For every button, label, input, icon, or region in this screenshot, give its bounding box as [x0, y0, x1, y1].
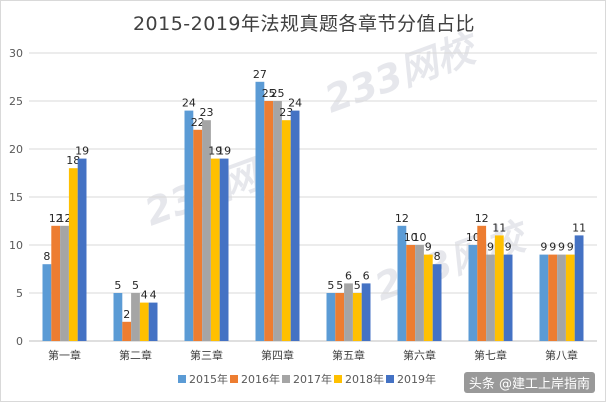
y-tick-label: 5 — [16, 287, 23, 300]
legend-swatch — [282, 375, 290, 383]
x-tick-label: 第一章 — [48, 348, 81, 362]
bar — [566, 255, 575, 341]
data-label: 19 — [217, 145, 231, 158]
data-label: 9 — [425, 241, 432, 254]
bar — [273, 101, 282, 341]
data-label: 25 — [271, 87, 285, 100]
credit-badge: 头条 @建工上岸指南 — [464, 372, 595, 393]
data-label: 6 — [345, 269, 352, 282]
legend-swatch — [334, 375, 342, 383]
bar — [256, 82, 265, 341]
data-label: 9 — [567, 241, 574, 254]
bar — [43, 264, 52, 341]
bar — [220, 159, 229, 341]
bar — [557, 255, 566, 341]
y-tick-label: 20 — [9, 143, 23, 156]
x-tick-label: 第四章 — [261, 348, 294, 362]
data-label: 24 — [288, 97, 302, 110]
y-tick-label: 0 — [16, 335, 23, 348]
bar — [540, 255, 549, 341]
data-label: 4 — [141, 289, 148, 302]
bar — [185, 111, 194, 341]
bar — [575, 235, 584, 341]
y-tick-label: 15 — [9, 191, 23, 204]
x-tick-label: 第五章 — [332, 348, 365, 362]
data-label: 24 — [182, 97, 196, 110]
bar — [140, 303, 149, 341]
bar — [149, 303, 158, 341]
bar — [60, 226, 69, 341]
data-label: 8 — [43, 250, 50, 263]
data-label: 9 — [558, 241, 565, 254]
bar — [193, 130, 202, 341]
data-label: 9 — [505, 241, 512, 254]
data-label: 19 — [75, 145, 89, 158]
data-label: 5 — [354, 279, 361, 292]
watermark-text: 233网校 — [319, 25, 486, 122]
legend-label: 2015年 — [189, 372, 228, 386]
data-label: 6 — [363, 269, 370, 282]
legend-label: 2018年 — [345, 372, 384, 386]
data-label: 4 — [150, 289, 157, 302]
data-label: 11 — [572, 221, 586, 234]
bar — [362, 283, 371, 341]
bar — [211, 159, 220, 341]
data-label: 9 — [540, 241, 547, 254]
bar — [122, 322, 131, 341]
x-tick-label: 第二章 — [119, 348, 152, 362]
data-label: 8 — [434, 250, 441, 263]
bar — [477, 226, 486, 341]
data-label: 12 — [475, 212, 489, 225]
data-label: 12 — [395, 212, 409, 225]
data-label: 9 — [487, 241, 494, 254]
bar — [114, 293, 123, 341]
data-label: 27 — [253, 68, 267, 81]
legend-label: 2017年 — [293, 372, 332, 386]
legend-label: 2019年 — [397, 372, 436, 386]
bar — [327, 293, 336, 341]
bar — [131, 293, 140, 341]
bar — [69, 168, 78, 341]
y-tick-label: 30 — [9, 47, 23, 60]
data-label: 2 — [123, 308, 130, 321]
bar — [291, 111, 300, 341]
data-label: 9 — [549, 241, 556, 254]
x-tick-label: 第六章 — [403, 348, 436, 362]
bar — [469, 245, 478, 341]
data-label: 5 — [114, 279, 121, 292]
legend-swatch — [230, 375, 238, 383]
bar — [406, 245, 415, 341]
bar — [424, 255, 433, 341]
data-label: 5 — [336, 279, 343, 292]
bar — [495, 235, 504, 341]
data-label: 23 — [200, 106, 214, 119]
bar — [78, 159, 87, 341]
data-label: 5 — [132, 279, 139, 292]
bar — [353, 293, 362, 341]
bar — [51, 226, 60, 341]
y-tick-label: 10 — [9, 239, 23, 252]
legend-label: 2016年 — [241, 372, 280, 386]
legend-swatch — [386, 375, 394, 383]
bar — [335, 293, 344, 341]
x-tick-label: 第七章 — [474, 348, 507, 362]
bar — [264, 101, 273, 341]
data-label: 5 — [327, 279, 334, 292]
bar — [504, 255, 513, 341]
bar — [548, 255, 557, 341]
bar — [486, 255, 495, 341]
x-tick-label: 第八章 — [545, 348, 578, 362]
bar — [344, 283, 353, 341]
legend-swatch — [178, 375, 186, 383]
y-tick-label: 25 — [9, 95, 23, 108]
x-tick-label: 第三章 — [190, 348, 223, 362]
bar — [415, 245, 424, 341]
bar — [282, 120, 291, 341]
data-label: 11 — [492, 221, 506, 234]
bar — [433, 264, 442, 341]
